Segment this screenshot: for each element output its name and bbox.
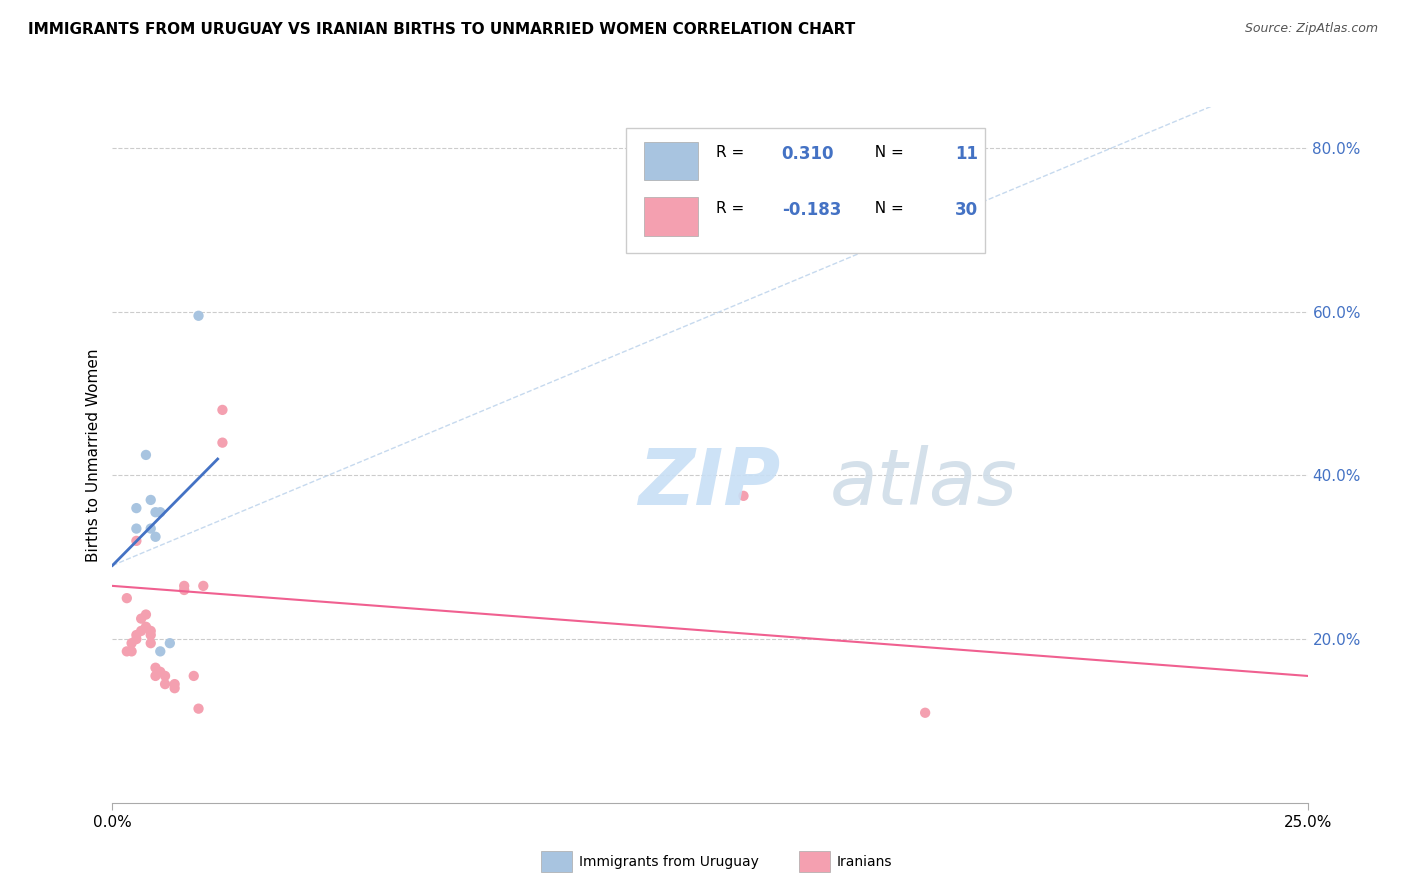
Text: N =: N =: [865, 145, 910, 161]
Point: [135, 607, 157, 622]
Point: [139, 522, 162, 536]
Point: [914, 706, 936, 720]
Point: [163, 677, 186, 691]
FancyBboxPatch shape: [626, 128, 984, 253]
Point: [125, 533, 148, 548]
Point: [211, 403, 233, 417]
Text: atlas: atlas: [830, 445, 1018, 521]
Text: 30: 30: [955, 201, 979, 219]
Point: [121, 636, 143, 650]
Text: Immigrants from Uruguay: Immigrants from Uruguay: [579, 855, 759, 869]
Point: [121, 644, 143, 658]
Point: [145, 530, 167, 544]
Point: [125, 628, 148, 642]
Point: [163, 681, 186, 696]
Point: [153, 669, 176, 683]
Text: ZIP: ZIP: [638, 445, 780, 521]
Point: [139, 492, 162, 507]
Y-axis label: Births to Unmarried Women: Births to Unmarried Women: [86, 348, 101, 562]
Point: [145, 661, 167, 675]
Text: R =: R =: [716, 201, 749, 216]
Point: [173, 579, 195, 593]
Point: [125, 632, 148, 646]
Text: R =: R =: [716, 145, 749, 161]
Point: [129, 624, 152, 638]
Text: 0.310: 0.310: [782, 145, 834, 163]
Point: [129, 612, 152, 626]
Point: [187, 309, 209, 323]
Point: [733, 489, 755, 503]
Point: [115, 591, 138, 606]
Text: 11: 11: [955, 145, 979, 163]
Point: [153, 677, 176, 691]
Text: Iranians: Iranians: [837, 855, 891, 869]
Point: [125, 501, 148, 516]
Point: [149, 644, 172, 658]
Point: [135, 620, 157, 634]
Point: [187, 701, 209, 715]
Point: [173, 582, 195, 597]
FancyBboxPatch shape: [644, 197, 697, 235]
Point: [139, 628, 162, 642]
Point: [145, 669, 167, 683]
Text: Source: ZipAtlas.com: Source: ZipAtlas.com: [1244, 22, 1378, 36]
Point: [139, 636, 162, 650]
Point: [149, 505, 172, 519]
Text: N =: N =: [865, 201, 910, 216]
Point: [193, 579, 215, 593]
Text: IMMIGRANTS FROM URUGUAY VS IRANIAN BIRTHS TO UNMARRIED WOMEN CORRELATION CHART: IMMIGRANTS FROM URUGUAY VS IRANIAN BIRTH…: [28, 22, 855, 37]
Point: [115, 644, 138, 658]
Point: [145, 505, 167, 519]
Point: [211, 435, 233, 450]
Point: [183, 669, 205, 683]
Point: [135, 448, 157, 462]
Point: [159, 636, 181, 650]
Point: [125, 522, 148, 536]
Text: -0.183: -0.183: [782, 201, 841, 219]
Point: [149, 665, 172, 679]
Point: [139, 624, 162, 638]
FancyBboxPatch shape: [644, 142, 697, 180]
